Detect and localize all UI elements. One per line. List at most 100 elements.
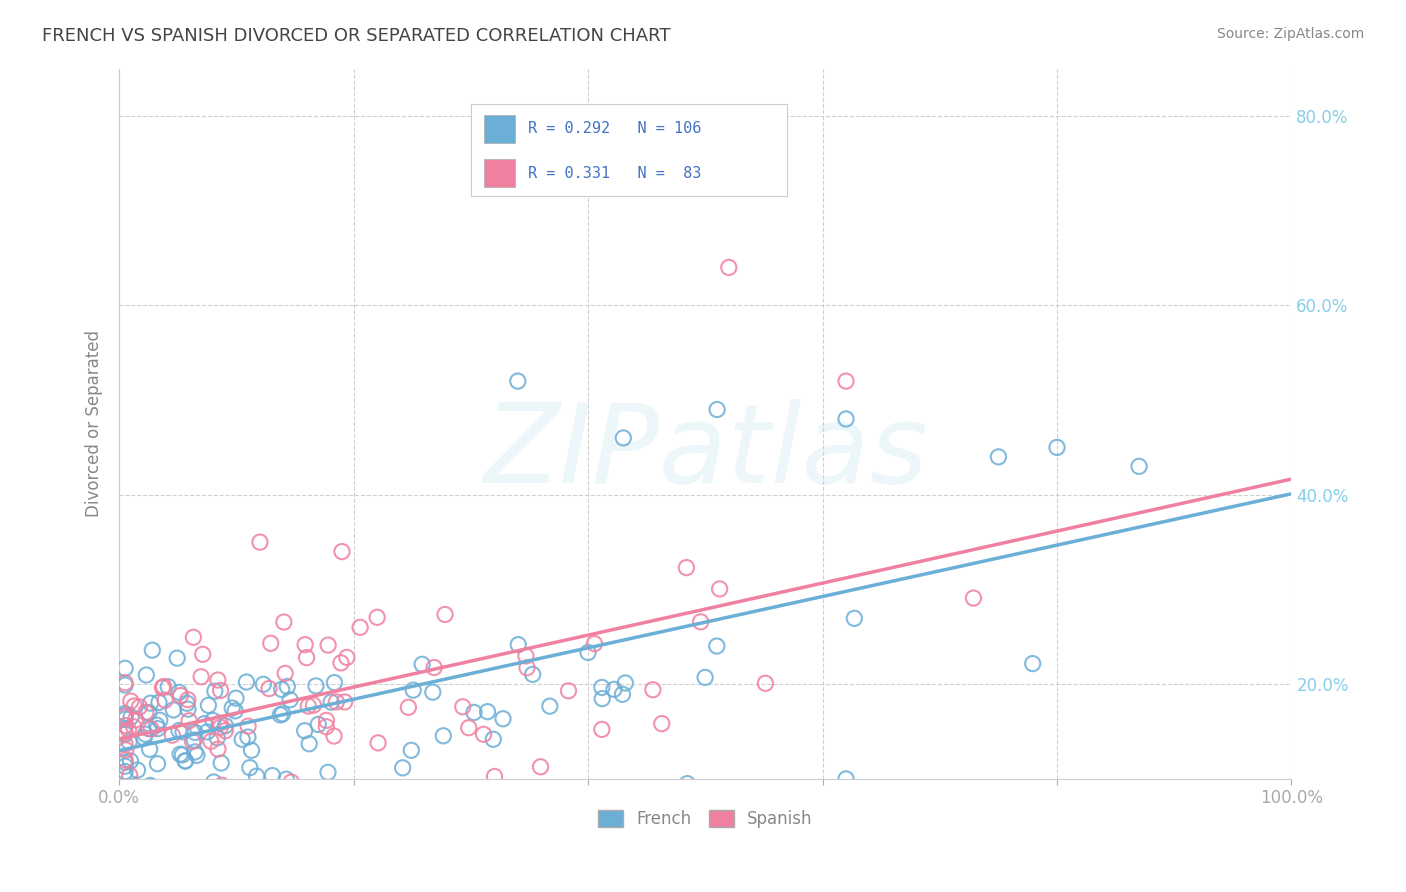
Point [148, 695, 170, 709]
Point [202, 775, 225, 789]
Point [235, 675, 257, 690]
Point [717, 260, 740, 275]
Point [114, 726, 136, 740]
Point [193, 716, 215, 731]
Point [367, 736, 389, 750]
Point [276, 772, 298, 787]
Point [835, 412, 858, 426]
Point [214, 723, 236, 738]
Point [169, 689, 191, 703]
Point [118, 735, 141, 749]
Point [114, 706, 136, 721]
Point [411, 657, 433, 672]
Point [114, 753, 136, 767]
Point [583, 637, 606, 651]
Point [396, 700, 419, 714]
Point [305, 679, 328, 693]
Point [676, 776, 699, 790]
Point [207, 742, 229, 756]
Point [262, 768, 284, 782]
Point [591, 723, 613, 737]
Point [962, 591, 984, 605]
Point [114, 764, 136, 779]
Point [139, 696, 162, 710]
Point [330, 656, 353, 670]
Point [315, 720, 337, 734]
Point [280, 775, 302, 789]
Point [114, 718, 136, 732]
Point [689, 615, 711, 629]
Point [118, 768, 141, 782]
Point [269, 707, 291, 722]
Point [177, 702, 200, 716]
Point [576, 645, 599, 659]
Point [274, 666, 297, 681]
Point [135, 706, 157, 720]
Point [231, 732, 253, 747]
Point [183, 733, 205, 747]
Point [174, 754, 197, 768]
Point [591, 691, 613, 706]
Point [139, 779, 162, 793]
Point [125, 790, 148, 805]
Text: ZIPatlas: ZIPatlas [484, 399, 928, 506]
Point [174, 754, 197, 768]
Point [159, 810, 181, 824]
Point [120, 754, 142, 768]
Point [270, 682, 292, 697]
Point [239, 761, 262, 775]
Point [336, 650, 359, 665]
Point [706, 639, 728, 653]
Point [252, 677, 274, 691]
Point [184, 725, 207, 739]
Point [114, 710, 136, 724]
Point [208, 716, 231, 731]
Point [146, 756, 169, 771]
Point [169, 747, 191, 762]
Point [200, 734, 222, 748]
Point [451, 699, 474, 714]
Point [186, 748, 208, 763]
Point [333, 695, 356, 709]
Point [124, 713, 146, 727]
Point [114, 712, 136, 726]
Point [641, 682, 664, 697]
Point [260, 636, 283, 650]
Point [124, 779, 146, 793]
Y-axis label: Divorced or Separated: Divorced or Separated [86, 330, 103, 517]
Point [557, 683, 579, 698]
Point [651, 716, 673, 731]
Point [529, 760, 551, 774]
Point [138, 706, 160, 720]
Point [614, 676, 637, 690]
Point [159, 781, 181, 796]
Point [294, 638, 316, 652]
Point [114, 675, 136, 690]
Point [522, 667, 544, 681]
Point [472, 727, 495, 741]
Point [166, 651, 188, 665]
Point [162, 728, 184, 742]
Point [484, 769, 506, 783]
Point [434, 607, 457, 622]
Point [477, 705, 499, 719]
Point [276, 680, 298, 694]
Point [1128, 459, 1150, 474]
Point [236, 730, 259, 744]
Point [240, 743, 263, 757]
Point [114, 708, 136, 723]
Point [114, 661, 136, 675]
Point [302, 698, 325, 713]
Point [114, 727, 136, 741]
Point [167, 723, 190, 738]
Point [181, 734, 204, 748]
Point [420, 789, 443, 804]
Point [177, 692, 200, 706]
Point [508, 638, 530, 652]
Point [603, 682, 626, 697]
Point [114, 678, 136, 692]
Point [201, 714, 224, 728]
Point [245, 769, 267, 783]
Point [172, 724, 194, 739]
Point [506, 374, 529, 388]
